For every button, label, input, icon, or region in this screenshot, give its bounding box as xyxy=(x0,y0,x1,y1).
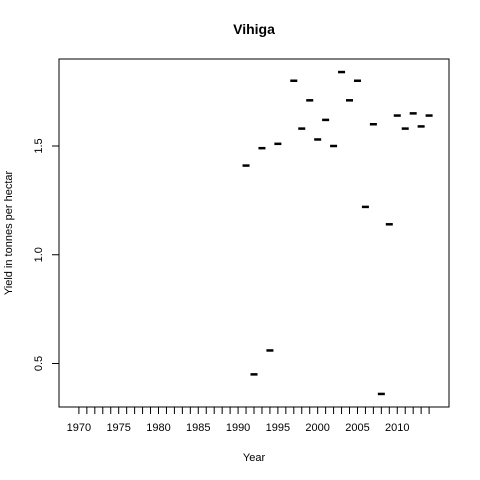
x-tick-label: 2005 xyxy=(345,422,369,434)
x-tick-label: 1985 xyxy=(186,422,210,434)
y-axis: 0.5 1.0 1.5 xyxy=(33,138,60,371)
x-axis: 1970 1975 1980 1985 1990 1995 2000 2005 2010 xyxy=(67,406,430,434)
y-tick-label: 1.5 xyxy=(33,138,45,153)
y-tick-label: 0.5 xyxy=(33,356,45,371)
x-tick-label: 2010 xyxy=(385,422,409,434)
x-tick-label: 1975 xyxy=(106,422,130,434)
data-marks xyxy=(242,70,433,396)
x-tick-label: 1995 xyxy=(266,422,290,434)
y-axis-label: Yield in tonnes per hectar xyxy=(3,170,15,295)
x-tick-label: 1980 xyxy=(146,422,170,434)
x-tick-label: 2000 xyxy=(305,422,329,434)
x-tick-label: 1970 xyxy=(67,422,91,434)
x-axis-label: Year xyxy=(243,452,266,464)
y-tick-label: 1.0 xyxy=(33,247,45,262)
chart-title: Vihiga xyxy=(233,21,275,37)
x-tick-label: 1990 xyxy=(226,422,250,434)
plot-frame xyxy=(58,58,450,408)
